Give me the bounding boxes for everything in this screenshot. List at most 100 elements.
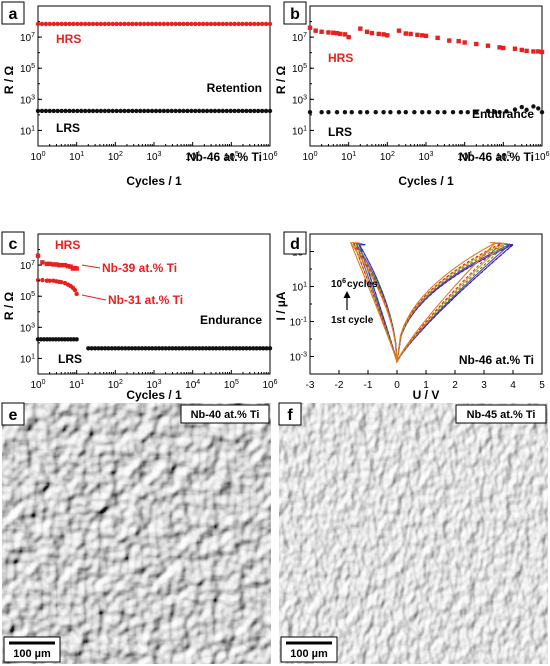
x-tick-label-a-5: 105 bbox=[224, 151, 239, 163]
data-point-b-s1-1 bbox=[319, 109, 324, 115]
y-tick-label-b-3-base: 10 bbox=[292, 33, 304, 44]
data-point-a-s0-40 bbox=[193, 21, 198, 27]
data-point-c-s0-10 bbox=[68, 264, 73, 269]
panel-letter-box-d bbox=[283, 231, 307, 255]
x-tick-label-c-1-exp: 1 bbox=[80, 379, 84, 386]
data-point-a-s1-43 bbox=[204, 108, 210, 114]
data-point-b-s0-5 bbox=[334, 30, 340, 36]
y-tick-label-a-2: 105 bbox=[20, 63, 35, 75]
data-point-a-s1-16 bbox=[98, 108, 104, 114]
x-tick-label-c-1-base: 10 bbox=[69, 380, 81, 391]
cycles-exp: 6 bbox=[342, 278, 346, 285]
data-point-b-s0-33 bbox=[536, 49, 541, 54]
y-tick-label-b-0-base: 10 bbox=[292, 126, 304, 137]
panel-e: e Nb-40 at.% Ti 100 µm bbox=[1, 402, 271, 664]
data-point-a-s0-19 bbox=[110, 21, 115, 27]
data-point-b-s0-22 bbox=[447, 38, 452, 43]
x-tick-label-b-1: 101 bbox=[341, 151, 356, 163]
data-point-a-s0-59 bbox=[267, 21, 273, 27]
data-point-a-s1-24 bbox=[130, 108, 135, 114]
data-point-c-s3-7 bbox=[109, 346, 115, 351]
data-point-a-s0-27 bbox=[141, 21, 147, 27]
data-point-c-s3-47 bbox=[244, 346, 249, 351]
x-tick-label-a-5-base: 10 bbox=[224, 152, 236, 163]
data-point-c-s3-4 bbox=[99, 346, 104, 351]
data-point-b-s1-5 bbox=[349, 109, 354, 115]
x-tick-label-b-6-base: 10 bbox=[534, 152, 546, 163]
data-point-b-s1-20 bbox=[465, 109, 470, 115]
x-tick-label-a-3-base: 10 bbox=[146, 152, 158, 163]
data-point-a-s1-56 bbox=[256, 108, 261, 114]
x-tick-label-a-4-exp: 4 bbox=[196, 151, 200, 158]
data-point-c-s0-0 bbox=[35, 253, 41, 258]
data-point-a-s1-40 bbox=[193, 108, 198, 114]
data-point-c-s3-3 bbox=[96, 346, 101, 351]
data-point-a-s1-51 bbox=[236, 108, 241, 114]
data-point-a-s1-35 bbox=[173, 108, 178, 114]
lrs-label-a: LRS bbox=[56, 121, 80, 135]
data-point-a-s0-31 bbox=[157, 21, 163, 27]
data-point-a-s1-21 bbox=[118, 108, 123, 114]
data-point-c-s1-7 bbox=[59, 279, 64, 285]
iv-curve-upper-5 bbox=[353, 242, 502, 362]
data-point-b-s1-22 bbox=[485, 108, 491, 114]
data-point-b-s0-4 bbox=[331, 30, 336, 35]
data-point-c-s3-9 bbox=[116, 346, 121, 351]
x-axis-label-d: U / V bbox=[413, 388, 440, 402]
data-point-a-s1-17 bbox=[102, 108, 108, 114]
x-tick-label-c-0: 100 bbox=[30, 379, 45, 391]
data-point-a-s0-32 bbox=[161, 21, 167, 27]
data-point-c-s3-50 bbox=[254, 346, 259, 351]
y-tick-label-d-0-base: 10 bbox=[290, 353, 302, 364]
data-point-a-s0-15 bbox=[94, 21, 100, 27]
data-point-a-s1-26 bbox=[138, 108, 143, 114]
y-tick-label-d-1-exp: -1 bbox=[301, 317, 307, 324]
data-point-a-s1-0 bbox=[35, 108, 41, 114]
scale-bar-label-f: 100 µm bbox=[290, 648, 328, 660]
data-point-c-s3-54 bbox=[267, 346, 273, 351]
data-point-c-s0-2 bbox=[44, 261, 50, 267]
data-point-c-s3-32 bbox=[193, 346, 199, 351]
data-point-b-s1-16 bbox=[435, 109, 440, 115]
material-label-a: Nb-46 at.% Ti bbox=[187, 150, 262, 164]
data-point-c-s3-6 bbox=[106, 346, 111, 351]
x-tick-label-a-5-exp: 5 bbox=[235, 151, 239, 158]
y-tick-label-a-2-exp: 5 bbox=[31, 63, 35, 70]
data-point-c-s2-13 bbox=[74, 337, 79, 342]
data-point-a-s0-39 bbox=[189, 21, 194, 27]
material-label-b: Nb-46 at.% Ti bbox=[459, 150, 534, 164]
data-point-b-s1-24 bbox=[497, 109, 502, 115]
data-point-c-s0-13 bbox=[74, 266, 79, 271]
chart-marks-d bbox=[350, 242, 514, 364]
data-point-a-s1-20 bbox=[114, 108, 119, 114]
data-point-a-s1-12 bbox=[82, 108, 88, 114]
x-tick-label-a-1-base: 10 bbox=[69, 152, 81, 163]
y-tick-label-c-2-base: 10 bbox=[20, 292, 32, 303]
data-point-a-s0-54 bbox=[248, 21, 253, 27]
data-point-a-s1-47 bbox=[220, 108, 226, 114]
data-point-b-s1-14 bbox=[420, 109, 425, 115]
data-point-b-s1-6 bbox=[358, 109, 363, 115]
y-tick-label-b-1-base: 10 bbox=[292, 95, 304, 106]
data-point-a-s0-42 bbox=[200, 21, 206, 27]
data-point-a-s1-22 bbox=[122, 108, 127, 114]
data-point-a-s0-26 bbox=[138, 21, 143, 27]
data-point-c-s3-2 bbox=[92, 346, 98, 351]
data-point-a-s0-55 bbox=[252, 21, 257, 27]
data-point-c-s3-19 bbox=[150, 346, 155, 351]
data-point-b-s1-25 bbox=[504, 109, 509, 114]
data-point-b-s1-15 bbox=[426, 109, 432, 115]
data-point-c-s1-1 bbox=[40, 277, 45, 283]
y-tick-label-a-3-exp: 7 bbox=[31, 32, 35, 39]
y-tick-label-c-0-exp: 1 bbox=[31, 353, 35, 360]
data-point-b-s0-7 bbox=[342, 32, 348, 37]
data-point-a-s1-6 bbox=[59, 108, 64, 114]
data-point-b-s0-13 bbox=[381, 32, 386, 37]
iv-curve-lower-4 bbox=[352, 242, 505, 364]
x-tick-label-b-2-exp: 2 bbox=[391, 151, 395, 158]
y-tick-label-a-2-base: 10 bbox=[20, 64, 32, 75]
lrs-label-b: LRS bbox=[328, 125, 352, 139]
